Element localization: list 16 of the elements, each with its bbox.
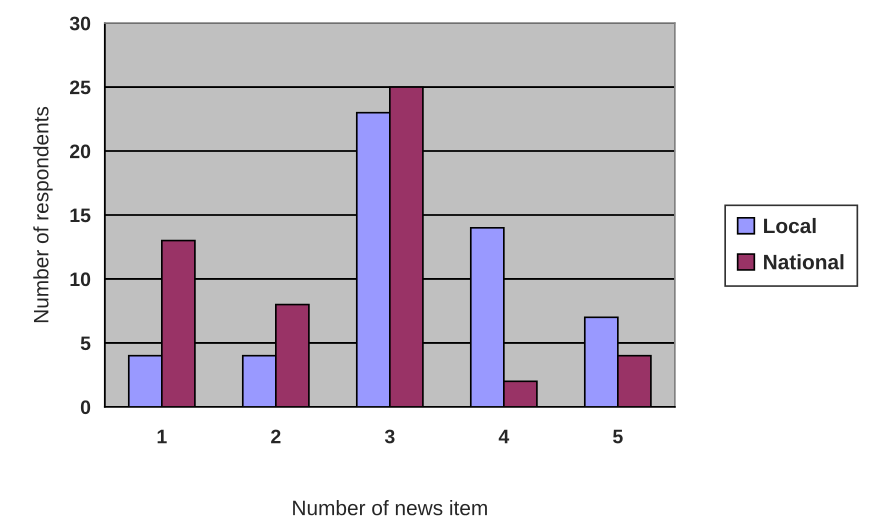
x-tick-label: 2 <box>271 430 280 444</box>
x-tick-label: 5 <box>613 430 623 444</box>
y-axis-title: Number of respondents <box>33 106 53 322</box>
x-axis-title: Number of news item <box>293 500 487 516</box>
y-tick-label: 30 <box>70 16 90 30</box>
y-tick-label: 25 <box>70 80 90 94</box>
y-tick-label: 15 <box>70 208 90 222</box>
legend-label: Local <box>764 218 816 234</box>
y-tick-label: 5 <box>80 336 90 350</box>
y-tick-label: 10 <box>70 272 90 286</box>
x-tick-label: 4 <box>498 430 510 444</box>
y-tick-label: 20 <box>70 144 90 158</box>
y-tick-label: 0 <box>80 400 90 414</box>
x-tick-label: 3 <box>384 430 395 444</box>
x-tick-label: 1 <box>158 430 167 444</box>
legend-label: National <box>764 254 844 270</box>
